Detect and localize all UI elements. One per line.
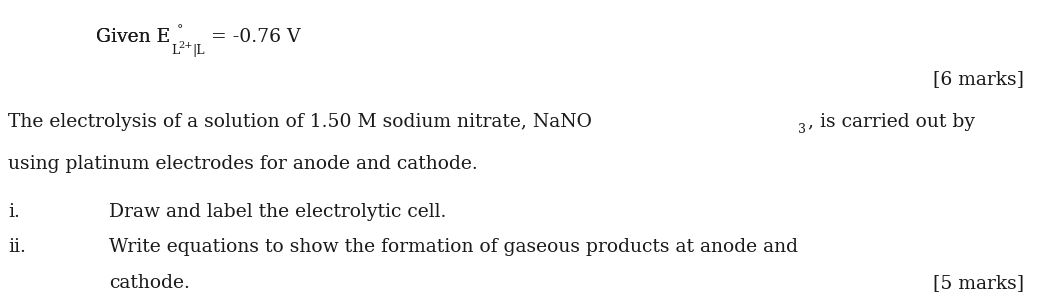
Text: ii.: ii. bbox=[8, 238, 26, 256]
Text: using platinum electrodes for anode and cathode.: using platinum electrodes for anode and … bbox=[8, 155, 478, 173]
Text: °: ° bbox=[177, 24, 183, 37]
Text: [6 marks]: [6 marks] bbox=[934, 70, 1024, 88]
Text: , is carried out by: , is carried out by bbox=[809, 113, 975, 131]
Text: Given E$^{\circ}$: Given E$^{\circ}$ bbox=[96, 28, 178, 46]
Text: Given E: Given E bbox=[96, 28, 170, 46]
Text: [5 marks]: [5 marks] bbox=[934, 274, 1024, 292]
Text: L: L bbox=[171, 44, 179, 57]
Text: 3: 3 bbox=[798, 123, 807, 136]
Text: |L: |L bbox=[193, 44, 205, 57]
Text: = -0.76 V: = -0.76 V bbox=[210, 28, 300, 46]
Text: Write equations to show the formation of gaseous products at anode and: Write equations to show the formation of… bbox=[109, 238, 798, 256]
Text: Given E: Given E bbox=[96, 28, 170, 46]
Text: Draw and label the electrolytic cell.: Draw and label the electrolytic cell. bbox=[109, 203, 447, 221]
Text: 2+: 2+ bbox=[179, 41, 194, 50]
Text: The electrolysis of a solution of 1.50 M sodium nitrate, NaNO: The electrolysis of a solution of 1.50 M… bbox=[8, 113, 592, 131]
Text: cathode.: cathode. bbox=[109, 274, 191, 292]
Text: i.: i. bbox=[8, 203, 20, 221]
